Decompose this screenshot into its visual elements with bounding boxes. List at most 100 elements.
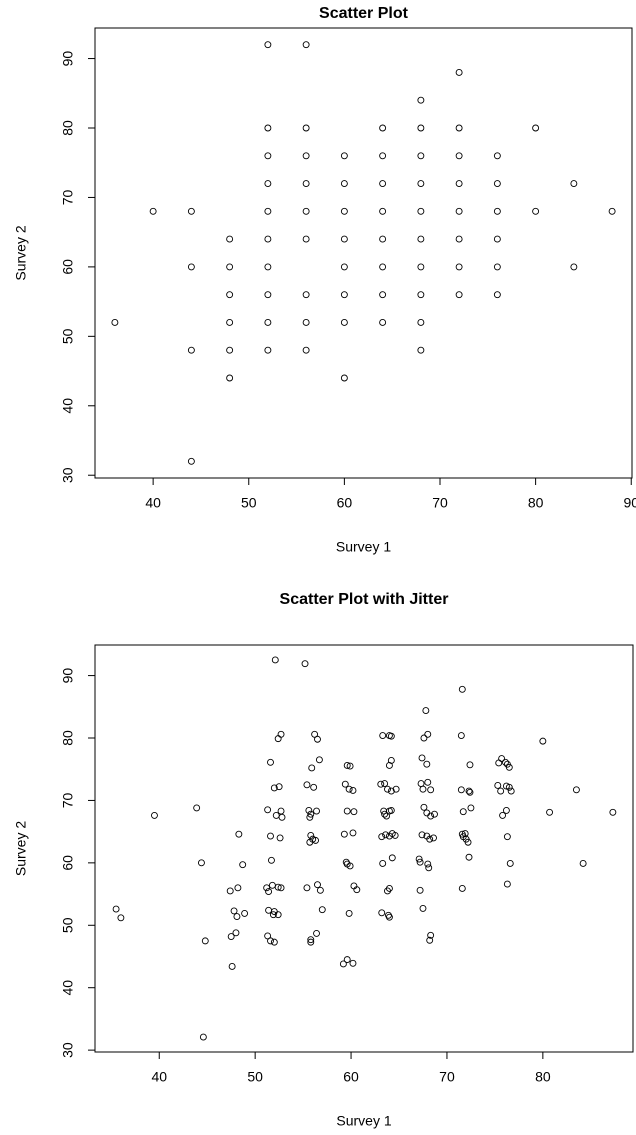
point — [466, 761, 474, 769]
point — [343, 956, 351, 964]
point — [234, 884, 242, 892]
point — [579, 860, 587, 867]
point — [312, 836, 320, 844]
point — [493, 180, 501, 188]
point — [232, 929, 240, 937]
point — [340, 180, 348, 188]
point — [193, 804, 201, 812]
point — [307, 936, 315, 944]
point — [385, 885, 393, 892]
point — [228, 963, 236, 970]
point — [199, 1033, 207, 1041]
point — [313, 807, 320, 815]
plot-box — [94, 27, 633, 479]
point — [503, 880, 511, 888]
point — [274, 735, 282, 743]
point — [391, 831, 399, 839]
point — [307, 831, 315, 839]
point — [306, 813, 314, 821]
point — [302, 41, 310, 49]
point — [277, 807, 285, 815]
point — [494, 782, 502, 789]
point — [427, 786, 435, 794]
point — [455, 180, 463, 188]
point — [423, 760, 431, 768]
point — [345, 909, 353, 917]
point — [457, 786, 465, 794]
point — [313, 929, 320, 937]
point — [270, 908, 278, 915]
point — [226, 374, 234, 382]
point — [417, 318, 425, 326]
point — [310, 783, 318, 791]
x-tick-label: 50 — [241, 495, 257, 511]
point — [226, 291, 234, 299]
point — [423, 809, 431, 817]
point — [302, 180, 310, 188]
point — [350, 808, 358, 816]
point — [340, 291, 348, 299]
point — [111, 318, 119, 326]
point — [416, 858, 424, 866]
point — [417, 291, 425, 299]
point — [417, 235, 425, 243]
point — [272, 811, 280, 819]
point — [381, 780, 389, 788]
point — [379, 318, 387, 326]
point — [379, 291, 387, 299]
point — [307, 810, 315, 818]
point — [379, 207, 387, 215]
point — [302, 124, 310, 132]
point — [379, 860, 387, 867]
point — [314, 735, 321, 743]
point — [379, 235, 387, 243]
point — [267, 937, 274, 945]
point — [379, 263, 387, 271]
point — [417, 207, 425, 215]
point — [117, 914, 125, 922]
point — [424, 778, 432, 786]
point — [532, 207, 540, 215]
point — [311, 730, 319, 738]
point — [388, 854, 396, 862]
point — [426, 835, 434, 843]
point — [239, 861, 247, 869]
point — [315, 756, 323, 764]
x-tick-label: 90 — [623, 495, 636, 511]
point — [226, 263, 234, 271]
point — [201, 937, 209, 945]
point — [379, 732, 387, 739]
point — [379, 124, 387, 132]
y-axis-label: Survey 2 — [13, 821, 29, 876]
y-tick-label: 50 — [60, 917, 76, 933]
y-tick-label: 30 — [60, 467, 76, 483]
point — [465, 787, 473, 795]
point — [378, 833, 386, 841]
y-tick-label: 60 — [60, 855, 76, 871]
point — [455, 152, 463, 160]
point — [349, 786, 357, 794]
point — [466, 788, 474, 796]
point — [455, 68, 463, 76]
point — [301, 660, 309, 668]
point — [455, 291, 463, 299]
point — [302, 346, 310, 354]
point — [346, 862, 354, 870]
point — [267, 758, 274, 766]
point — [378, 909, 386, 917]
point — [302, 207, 310, 215]
point — [417, 263, 425, 271]
point — [431, 810, 438, 818]
point — [302, 291, 310, 299]
point — [379, 180, 387, 188]
point — [430, 834, 437, 842]
point — [241, 909, 249, 917]
point — [226, 346, 234, 354]
point — [507, 787, 515, 795]
point — [303, 884, 311, 892]
y-tick-label: 50 — [60, 328, 76, 344]
point — [495, 759, 503, 767]
point — [427, 812, 435, 820]
point — [385, 913, 393, 921]
x-tick-label: 40 — [151, 1069, 167, 1085]
